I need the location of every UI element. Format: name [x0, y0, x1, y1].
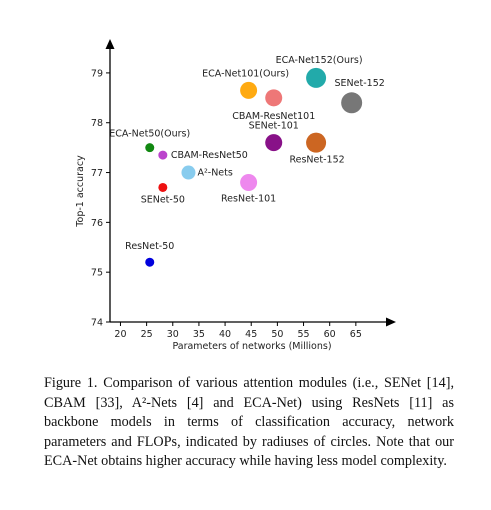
- data-label: ResNet-50: [125, 241, 174, 252]
- chart-axes: [105, 39, 396, 327]
- x-tick-label: 25: [141, 329, 153, 340]
- x-axis-arrow: [386, 317, 396, 327]
- data-bubble: [240, 81, 258, 99]
- bubble-chart: 20 25 30 35 40 45 50 55 60 65 74 75 76 77 78 79 ResNet-…: [75, 39, 396, 352]
- y-tick-label: 77: [91, 168, 103, 179]
- data-bubble: [306, 132, 327, 153]
- x-tick-label: 35: [193, 329, 205, 340]
- x-tick-label: 40: [219, 329, 231, 340]
- chart-bubbles: ResNet-50 SENet-50 ECA-Net50(Ours) CBAM-Res…: [109, 55, 385, 267]
- data-label: CBAM-ResNet50: [171, 150, 248, 161]
- data-bubble: [145, 143, 155, 153]
- figure-caption: Figure 1. Comparison of various attentio…: [44, 375, 454, 470]
- data-label: ResNet-101: [221, 194, 276, 205]
- x-tick-label: 60: [324, 329, 336, 340]
- x-tick-label: 45: [245, 329, 257, 340]
- x-tick-label: 50: [271, 329, 283, 340]
- data-bubble: [265, 89, 283, 107]
- x-tick-label: 20: [114, 329, 126, 340]
- x-tick-label: 65: [350, 329, 362, 340]
- chart-ticks: 20 25 30 35 40 45 50 55 60 65 74 75 76 77 78 79: [91, 68, 362, 340]
- data-label: ResNet-152: [289, 155, 344, 166]
- data-bubble: [265, 134, 283, 152]
- y-axis-arrow: [105, 39, 115, 49]
- data-label: A²-Nets: [197, 168, 232, 179]
- data-bubble: [306, 67, 327, 88]
- data-bubble: [145, 257, 155, 267]
- y-tick-label: 79: [91, 68, 103, 79]
- data-label: SENet-101: [249, 121, 299, 132]
- y-tick-label: 76: [91, 218, 103, 229]
- data-label: ECA-Net152(Ours): [276, 55, 363, 66]
- data-label: SENet-50: [141, 194, 185, 205]
- x-tick-label: 30: [167, 329, 179, 340]
- data-label: ECA-Net50(Ours): [109, 129, 190, 140]
- y-axis-label: Top-1 accuracy: [75, 155, 86, 228]
- x-tick-label: 55: [297, 329, 309, 340]
- data-label: ECA-Net101(Ours): [202, 68, 289, 79]
- y-tick-label: 75: [91, 268, 103, 279]
- data-bubble: [341, 92, 363, 114]
- data-bubble: [158, 150, 168, 160]
- x-axis-label: Parameters of networks (Millions): [172, 341, 331, 352]
- data-bubble: [181, 165, 196, 180]
- y-tick-label: 74: [91, 318, 103, 329]
- data-label: CBAM-ResNet101: [232, 111, 315, 122]
- data-bubble: [240, 174, 258, 192]
- y-tick-label: 78: [91, 118, 103, 129]
- data-label: SENet-152: [335, 78, 385, 89]
- data-bubble: [158, 182, 168, 192]
